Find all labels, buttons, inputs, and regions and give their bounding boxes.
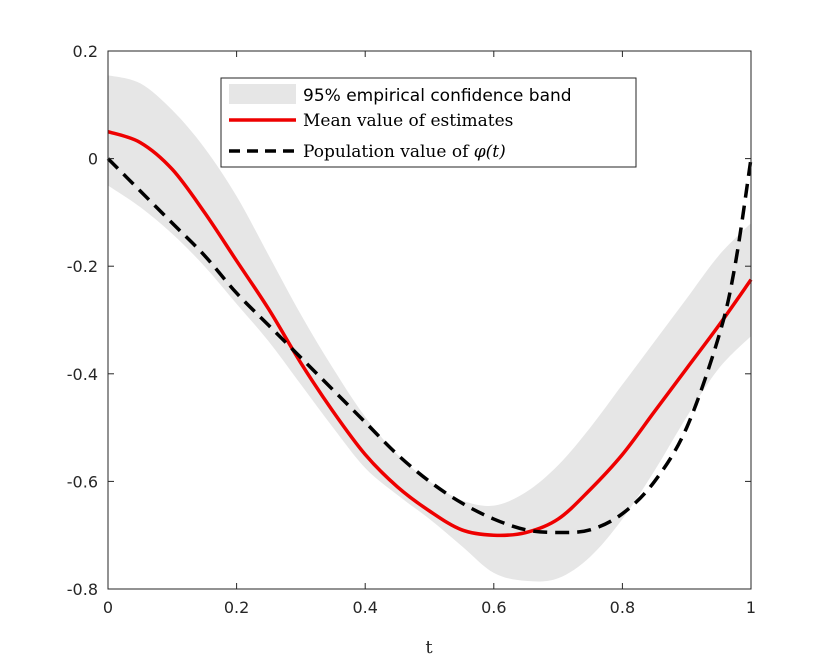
y-tick-label: 0.2 [73,42,98,61]
confidence-band-layer [108,75,751,582]
x-tick-label: 0.2 [224,598,249,617]
plot-frame [107,50,752,590]
legend-label-population: Population value of φ(t) [303,142,506,162]
legend-label-band: 95% empirical confidence band [303,86,572,106]
legend-label-mean: Mean value of estimates [303,111,513,131]
legend-band-swatch [229,84,296,104]
legend: 95% empirical confidence band Mean value… [220,77,637,168]
x-tick-label: 1 [746,598,756,617]
tick-layer: 0 0.2 0.4 0.6 0.8 1 0.2 0 -0.2 -0.4 -0.6 -0.8 [67,42,756,617]
legend-label-population-text: Population value of [303,142,474,162]
legend-label-population-math: φ(t) [474,142,506,162]
population-line [106,157,753,535]
x-tick-label: 0.8 [610,598,635,617]
y-tick-label: 0 [88,150,98,169]
x-tick-label: 0.4 [352,598,377,617]
x-axis-label: t [425,637,433,658]
x-tick-label: 0 [103,598,113,617]
y-tick-label: -0.8 [67,580,98,599]
confidence-band [108,75,751,582]
y-tick-label: -0.4 [67,365,98,384]
y-tick-label: -0.2 [67,257,98,276]
y-tick-label: -0.6 [67,472,98,491]
series-layer [106,130,753,538]
x-tick-label: 0.6 [481,598,506,617]
mean-line [107,130,753,538]
